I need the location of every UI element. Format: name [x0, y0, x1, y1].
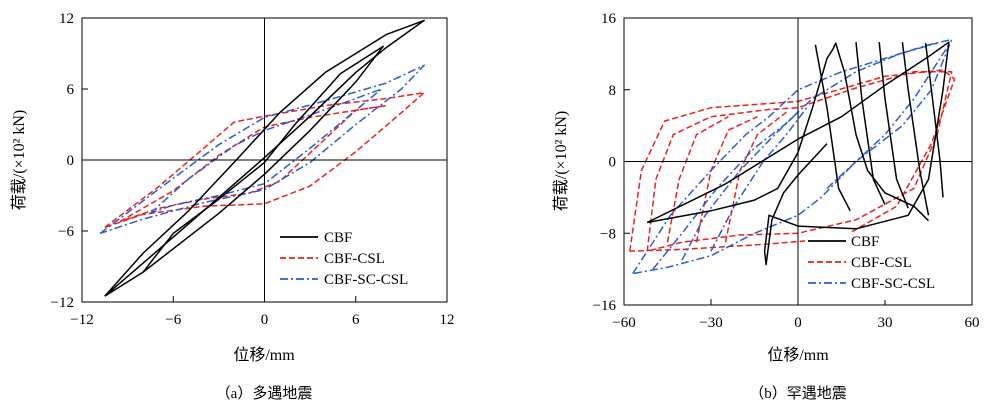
chart-a-series-cbf-loop-0	[104, 45, 384, 297]
chart-a-caption: （a）多遇地震	[216, 385, 313, 402]
chart-a-xtick-label: −12	[70, 312, 93, 328]
chart-a-ytick-label: −6	[58, 224, 74, 240]
chart-a-ticks: −12 −6 0 6 12 −12 −6 0 6 12	[51, 11, 455, 328]
chart-a-xlabel: 位移/mm	[233, 346, 295, 364]
chart-b-xtick-label: −60	[612, 315, 635, 331]
chart-a-xtick-label: −6	[165, 312, 181, 328]
chart-b-ytick-label: 16	[601, 11, 617, 27]
chart-a-curves	[99, 19, 425, 297]
chart-b-legend: CBF CBF-CSL CBF-SC-CSL	[805, 232, 968, 300]
chart-b-legend-label-csl: CBF-CSL	[851, 255, 912, 271]
chart-b-xtick-label: 60	[965, 315, 980, 331]
chart-b-ytick-label: −16	[593, 298, 617, 314]
chart-b: −60 −30 0 30 60 −16 −8 0 8 16 CBF CBF-CSL CBF-SC-…	[552, 11, 980, 402]
chart-b-xtick-label: 30	[878, 315, 893, 331]
chart-a-legend-label-csl: CBF-CSL	[324, 251, 385, 267]
chart-b-series-cbf-loop-1	[646, 41, 950, 266]
chart-b-legend-label-sc: CBF-SC-CSL	[851, 276, 935, 292]
chart-b-series-cbf-sc-csl-loop-1	[652, 42, 938, 270]
chart-a-series-cbf-sc-csl-loop-1	[99, 64, 425, 235]
chart-b-series-cbf-loop-5	[901, 42, 930, 216]
chart-b-series-cbf-sc-csl-loop-4	[826, 44, 950, 189]
chart-a-series-cbf-csl-loop-1	[104, 91, 425, 229]
chart-a-legend-label-cbf: CBF	[324, 230, 352, 246]
chart-b-series-cbf-csl-loop-2	[666, 116, 729, 243]
chart-b-ytick-label: 8	[609, 83, 617, 99]
chart-b-series-cbf-loop-4	[878, 42, 909, 209]
chart-b-series-cbf-loop-6	[924, 43, 944, 198]
chart-a-series-cbf-loop-1	[104, 19, 425, 297]
chart-a-series-cbf-sc-csl-loop-0	[149, 88, 383, 215]
chart-b-legend-bg	[805, 232, 968, 300]
chart-a-ytick-label: −12	[51, 295, 74, 311]
chart-b-legend-label-cbf: CBF	[851, 234, 879, 250]
chart-a-ylabel: 荷载/(×10² kN)	[10, 110, 28, 210]
chart-b-xlabel: 位移/mm	[767, 346, 829, 364]
chart-b-series-cbf-sc-csl-loop-0	[632, 38, 953, 275]
chart-b-xtick-label: 0	[794, 315, 802, 331]
chart-b-ytick-label: 0	[609, 155, 617, 171]
chart-a: −12 −6 0 6 12 −12 −6 0 6 12 CBF CBF-CSL CBF-SC-CS…	[10, 11, 455, 402]
chart-b-series-cbf-csl-loop-4	[724, 111, 787, 243]
chart-b-curves	[629, 38, 956, 275]
chart-b-series-cbf-loop-0	[647, 42, 930, 224]
chart-a-ytick-label: 0	[67, 153, 75, 169]
chart-b-caption: （b）罕遇地震	[749, 385, 847, 402]
chart-b-ylabel: 荷载/(×10² kN)	[552, 111, 570, 211]
chart-b-series-cbf-csl-loop-1	[629, 69, 956, 252]
chart-a-legend-label-sc: CBF-SC-CSL	[324, 272, 408, 288]
chart-a-legend: CBF CBF-CSL CBF-SC-CSL	[280, 230, 408, 288]
chart-b-series-cbf-loop-2	[814, 44, 851, 212]
chart-b-xtick-label: −30	[699, 315, 722, 331]
chart-b-ytick-label: −8	[600, 226, 616, 242]
chart-b-series-cbf-loop-3	[855, 42, 886, 205]
chart-b-ticks: −60 −30 0 30 60 −16 −8 0 8 16	[593, 11, 980, 331]
chart-a-ytick-label: 12	[59, 11, 74, 27]
chart-b-series-cbf-sc-csl-loop-2	[681, 111, 799, 261]
chart-a-xtick-label: 0	[261, 312, 269, 328]
chart-a-ytick-label: 6	[67, 82, 75, 98]
chart-a-xtick-label: 6	[352, 312, 360, 328]
chart-b-series-cbf-csl-loop-3	[695, 116, 758, 243]
chart-a-xtick-label: 12	[440, 312, 455, 328]
